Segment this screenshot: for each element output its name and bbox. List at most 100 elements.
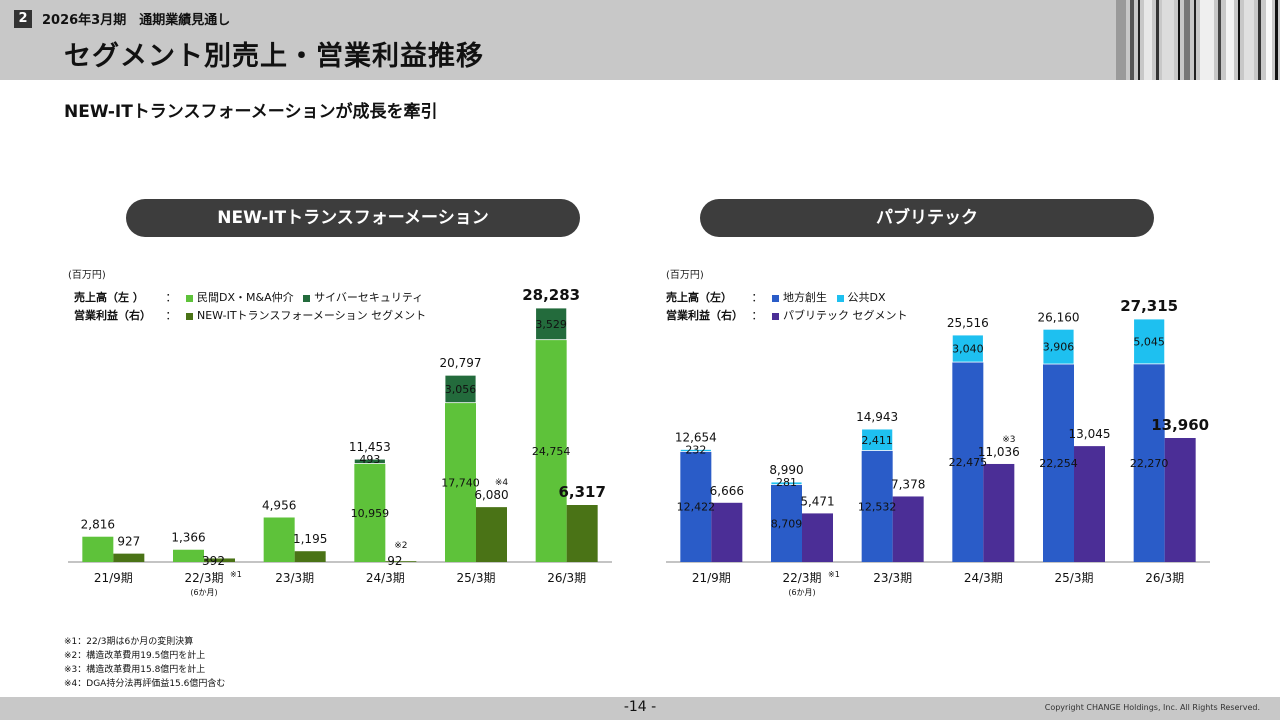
left-legend-item-1: 民間DX・M&A仲介 [197,291,294,304]
right-total-label: 26,160 [1038,310,1080,324]
footnote: ※3：構造改革費用15.8億円を計上 [64,665,206,675]
right-category-label: 26/3期 [1145,571,1184,585]
footnotes: ※1：22/3期は6か月の変則決算 ※2：構造改革費用19.5億円を計上 ※3：… [64,635,225,691]
copyright: Copyright CHANGE Holdings, Inc. All Righ… [1044,703,1260,712]
right-segment-label: 2,411 [861,434,893,447]
right-category-label: 21/9期 [692,571,731,585]
right-bar-パブリテック セグメント [983,463,1015,562]
left-legend-sales-row: 売上高（左 ） ： 民間DX・M&A仲介 サイバーセキュリティ [74,289,426,307]
left-total-label: 11,453 [349,440,391,454]
right-category-label: 24/3期 [964,571,1003,585]
left-profit-note: ※2 [394,541,407,551]
left-bar-サイバーセキュリティ [535,307,568,341]
footnote: ※2：構造改革費用19.5億円を計上 [64,651,206,661]
left-segment-label: 10,959 [351,507,390,520]
right-bar-地方創生 [680,451,712,562]
left-bar-民間DX・M&A仲介 [445,402,476,562]
left-category-note: ※1 [230,570,242,579]
right-unit-label: (百万円) [666,270,704,281]
left-bar-サイバーセキュリティ [444,374,477,404]
left-legend-item-3: NEW-ITトランスフォーメーション セグメント [197,309,427,322]
left-total-label: 20,797 [440,356,482,370]
right-total-label: 12,654 [675,430,717,444]
right-profit-note: ※3 [1002,435,1015,445]
right-bar-公共DX [861,428,894,451]
footnote: ※4：DGA持分法再評価益15.6億円含む [64,679,226,689]
left-segment-label: 24,754 [532,445,571,458]
right-profit-label: 5,471 [800,494,834,508]
legend-swatch [186,312,193,320]
right-segment-label: 281 [776,476,797,489]
left-bar-NEW-ITトランスフォーメーション セグメント [566,505,598,562]
left-legend-sep: ： [165,291,177,304]
left-bar-NEW-ITトランスフォーメーション セグメント [113,553,145,562]
left-profit-label: 392 [202,554,225,568]
right-segment-label: 232 [685,443,706,456]
barcode-decoration [1108,0,1280,80]
right-bar-地方創生 [1133,363,1165,562]
left-category-label: 24/3期 [366,571,405,585]
left-category-label: 22/3期 [185,571,224,585]
right-segment-label: 22,475 [949,456,988,469]
right-bar-パブリテック セグメント [892,496,924,562]
right-profit-label: 11,036 [978,445,1020,459]
right-total-label: 8,990 [769,463,803,477]
left-bar-サイバーセキュリティ [353,458,386,464]
page-number: -14 - [623,699,657,715]
right-legend-sep: ： [751,291,763,304]
left-profit-note: ※4 [495,478,509,488]
left-segment-label: 17,740 [441,476,480,489]
left-profit-label: 92 [387,554,402,568]
right-legend-profit-row: 営業利益（右） ： パブリテック セグメント [666,307,908,325]
left-legend-sep: ： [165,309,177,322]
right-segment-label: 5,045 [1133,335,1165,348]
right-total-label: 25,516 [947,316,989,330]
right-bar-公共DX [1133,318,1166,365]
left-profit-label: 927 [117,535,140,549]
section-label: 2026年3月期 通期業績見通し [42,13,231,28]
footnote: ※1：22/3期は6か月の変則決算 [64,637,194,647]
right-bar-公共DX [951,334,984,363]
right-bar-パブリテック セグメント [802,513,833,562]
right-legend: 売上高（左） ： 地方創生 公共DX 営業利益（右） ： パブリテック セグメン… [666,289,908,325]
left-profit-label: 6,080 [474,488,508,502]
right-category-label: 25/3期 [1055,571,1094,585]
right-segment-label: 22,254 [1039,457,1078,470]
right-legend-item-1: 地方創生 [783,291,827,304]
left-segment-label: 3,056 [445,383,477,396]
right-legend-sales-row: 売上高（左） ： 地方創生 公共DX [666,289,908,307]
left-bar-民間DX・M&A仲介 [263,517,295,562]
right-profit-label: 6,666 [710,484,744,498]
right-bar-パブリテック セグメント [1074,446,1105,562]
right-segment-label: 12,532 [858,500,897,513]
right-segment-label: 12,422 [677,501,716,514]
right-bar-パブリテック セグメント [711,502,743,562]
left-legend-sales-label: 売上高（左 ） [74,291,144,304]
slide-subtitle: NEW-ITトランスフォーメーションが成長を牽引 [64,102,438,122]
left-bar-NEW-ITトランスフォーメーション セグメント [476,507,507,562]
left-category-sublabel: (6か月) [190,588,217,597]
left-legend-profit-label: 営業利益（右） [74,309,151,322]
right-category-sublabel: (6か月) [788,588,815,597]
right-category-note: ※1 [828,570,840,579]
right-legend-profit-label: 営業利益（右） [666,309,743,322]
section-number: 2 [14,10,32,28]
right-segment-label: 3,906 [1043,341,1075,354]
left-bar-NEW-ITトランスフォーメーション セグメント [294,551,326,562]
right-bar-公共DX [770,481,803,485]
right-bar-公共DX [679,449,712,452]
left-profit-label: 1,195 [293,532,327,546]
left-total-label: 1,366 [171,531,205,545]
right-legend-item-3: パブリテック セグメント [783,309,908,322]
right-bar-地方創生 [771,484,802,562]
right-total-label: 14,943 [856,410,898,424]
left-unit-label: (百万円) [68,270,106,281]
left-segment-label: 493 [359,453,380,466]
left-bar-民間DX・M&A仲介 [173,549,204,562]
left-panel-title: NEW-ITトランスフォーメーション [126,199,580,237]
left-segment-label: 3,529 [535,318,567,331]
right-total-label: 27,315 [1120,297,1178,315]
left-bar-NEW-ITトランスフォーメーション セグメント [204,558,235,562]
right-segment-label: 3,040 [952,343,984,356]
